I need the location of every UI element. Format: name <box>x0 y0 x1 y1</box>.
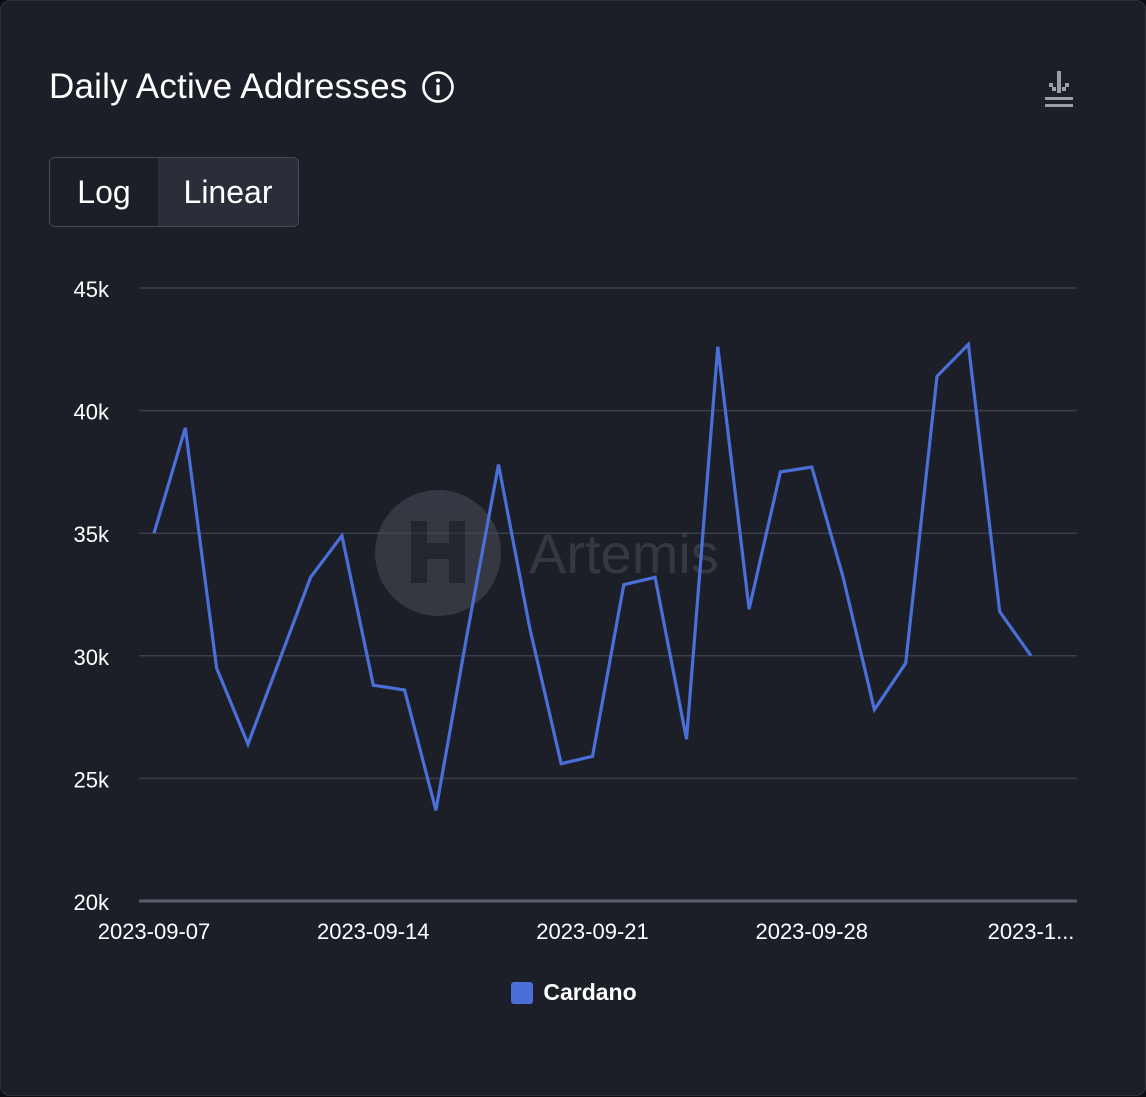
data-point[interactable] <box>148 527 160 539</box>
legend-label-cardano[interactable]: Cardano <box>543 979 637 1005</box>
data-point[interactable] <box>774 466 786 478</box>
download-icon[interactable] <box>1041 69 1077 111</box>
artemis-watermark: Artemis <box>375 490 719 616</box>
data-point[interactable] <box>806 461 818 473</box>
x-tick-label: 2023-09-21 <box>536 919 649 944</box>
data-point[interactable] <box>712 341 724 353</box>
y-tick-label: 20k <box>74 890 110 915</box>
data-point[interactable] <box>242 738 254 750</box>
x-tick-label: 2023-09-07 <box>98 919 211 944</box>
data-point[interactable] <box>461 628 473 640</box>
y-tick-label: 45k <box>74 277 110 302</box>
data-point[interactable] <box>399 684 411 696</box>
data-point[interactable] <box>179 422 191 434</box>
data-point[interactable] <box>493 459 505 471</box>
chart-title: Daily Active Addresses <box>49 67 408 106</box>
watermark-logo-mark <box>411 521 465 583</box>
legend-swatch-cardano[interactable] <box>511 981 534 1004</box>
data-point[interactable] <box>430 804 442 816</box>
y-tick-label: 25k <box>74 767 110 792</box>
legend: Cardano <box>1 979 1146 1006</box>
data-point[interactable] <box>587 750 599 762</box>
x-tick-label: 2023-09-14 <box>317 919 430 944</box>
data-point[interactable] <box>868 704 880 716</box>
data-point[interactable] <box>743 603 755 615</box>
data-point[interactable] <box>931 370 943 382</box>
data-point[interactable] <box>994 606 1006 618</box>
data-point[interactable] <box>962 338 974 350</box>
axis-layer: 20k 25k 30k 35k 40k 45k 2023-09-07 2023-09-14 20… <box>74 277 1075 944</box>
data-point[interactable] <box>900 657 912 669</box>
data-point[interactable] <box>555 758 567 770</box>
data-point[interactable] <box>305 571 317 583</box>
linear-scale-button[interactable]: Linear <box>158 158 298 226</box>
y-tick-label: 30k <box>74 645 110 670</box>
data-point[interactable] <box>837 571 849 583</box>
data-point[interactable] <box>211 662 223 674</box>
title-row: Daily Active Addresses <box>49 67 455 107</box>
data-point[interactable] <box>336 530 348 542</box>
data-point[interactable] <box>618 579 630 591</box>
series-layer <box>148 338 1037 816</box>
watermark-text: Artemis <box>529 522 719 585</box>
data-point[interactable] <box>680 733 692 745</box>
data-point[interactable] <box>649 571 661 583</box>
y-tick-label: 40k <box>74 400 110 425</box>
data-point[interactable] <box>273 655 285 667</box>
x-tick-label: 2023-1... <box>988 919 1075 944</box>
data-point[interactable] <box>524 623 536 635</box>
info-circle-icon[interactable] <box>421 70 455 104</box>
x-tick-label: 2023-09-28 <box>755 919 868 944</box>
data-point[interactable] <box>1025 650 1037 662</box>
series-line-cardano <box>152 340 1033 811</box>
data-point[interactable] <box>367 679 379 691</box>
scale-toggle: Log Linear <box>49 157 299 227</box>
y-tick-label: 35k <box>74 522 110 547</box>
log-scale-button[interactable]: Log <box>77 173 131 210</box>
